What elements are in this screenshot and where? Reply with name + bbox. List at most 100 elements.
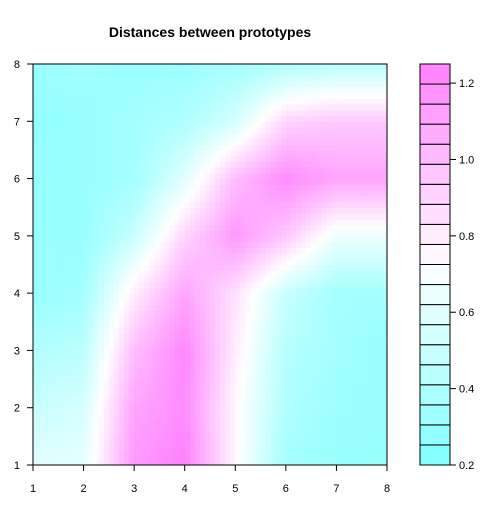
contour-cell: [356, 258, 363, 266]
contour-cell: [189, 81, 196, 88]
contour-cell: [341, 436, 348, 443]
contour-cell: [43, 75, 49, 82]
contour-cell: [134, 195, 140, 203]
contour-cell: [306, 64, 312, 71]
contour-cell: [169, 396, 176, 403]
contour-cell: [235, 270, 241, 277]
contour-cell: [351, 92, 358, 99]
contour-cell: [103, 81, 110, 88]
contour-cell: [381, 218, 388, 225]
contour-cell: [280, 115, 287, 122]
contour-cell: [144, 344, 150, 352]
contour-cell: [83, 344, 90, 352]
contour-cell: [366, 384, 373, 392]
contour-cell: [83, 64, 90, 71]
contour-cell: [159, 167, 166, 174]
contour-cell: [189, 212, 196, 220]
contour-cell: [321, 275, 327, 283]
contour-cell: [316, 92, 322, 99]
contour-cell: [210, 247, 216, 254]
contour-cell: [301, 138, 307, 145]
contour-cell: [33, 321, 39, 329]
contour-cell: [154, 247, 161, 254]
contour-cell: [250, 275, 257, 283]
contour-cell: [245, 436, 252, 443]
contour-cell: [154, 270, 161, 277]
contour-cell: [376, 109, 383, 117]
contour-cell: [250, 81, 257, 88]
contour-cell: [184, 338, 191, 346]
contour-cell: [361, 172, 368, 180]
contour-cell: [371, 321, 378, 329]
contour-cell: [78, 419, 85, 426]
contour-cell: [225, 287, 231, 294]
contour-cell: [103, 75, 110, 82]
contour-cell: [159, 275, 166, 283]
contour-cell: [78, 407, 85, 415]
contour-cell: [169, 287, 176, 294]
contour-cell: [184, 373, 191, 380]
contour-cell: [113, 316, 120, 323]
contour-cell: [184, 379, 191, 386]
contour-cell: [129, 293, 135, 300]
contour-cell: [129, 310, 135, 317]
contour-cell: [331, 356, 338, 363]
contour-cell: [179, 230, 186, 237]
contour-cell: [108, 379, 115, 386]
contour-cell: [88, 275, 95, 283]
contour-cell: [306, 384, 312, 392]
contour-cell: [38, 304, 44, 311]
contour-cell: [124, 218, 130, 225]
contour-cell: [53, 212, 59, 220]
contour-cell: [159, 384, 166, 392]
contour-cell: [189, 155, 196, 162]
contour-cell: [346, 264, 353, 271]
contour-cell: [381, 190, 388, 197]
contour-cell: [58, 310, 64, 317]
contour-cell: [113, 115, 120, 122]
contour-cell: [98, 212, 105, 220]
contour-cell: [48, 218, 54, 225]
contour-cell: [53, 253, 59, 260]
contour-cell: [118, 407, 125, 415]
contour-cell: [118, 104, 125, 111]
contour-cell: [144, 190, 150, 197]
contour-cell: [129, 184, 135, 191]
contour-cell: [270, 407, 277, 415]
contour-cell: [174, 436, 181, 443]
contour-cell: [164, 190, 171, 197]
contour-cell: [179, 247, 186, 254]
contour-cell: [341, 253, 348, 260]
contour-cell: [275, 424, 282, 432]
contour-cell: [124, 241, 130, 248]
contour-cell: [311, 155, 317, 162]
contour-cell: [179, 104, 186, 111]
contour-cell: [336, 338, 343, 346]
contour-cell: [341, 361, 348, 369]
contour-cell: [108, 430, 115, 437]
contour-cell: [154, 184, 161, 191]
contour-cell: [58, 121, 64, 128]
contour-cell: [154, 384, 161, 392]
contour-cell: [174, 396, 181, 403]
contour-cell: [98, 247, 105, 254]
contour-cell: [285, 316, 292, 323]
contour-cell: [210, 132, 216, 140]
contour-cell: [295, 172, 302, 180]
contour-cell: [43, 115, 49, 122]
contour-cell: [285, 367, 292, 374]
contour-cell: [113, 144, 120, 151]
contour-cell: [113, 293, 120, 300]
contour-cell: [113, 413, 120, 420]
contour-cell: [240, 287, 246, 294]
contour-cell: [53, 384, 59, 392]
contour-cell: [225, 327, 231, 334]
contour-cell: [113, 155, 120, 162]
contour-cell: [235, 195, 241, 203]
contour-cell: [225, 218, 231, 225]
contour-cell: [33, 81, 39, 88]
contour-cell: [68, 367, 75, 374]
contour-cell: [245, 401, 252, 409]
contour-cell: [240, 436, 246, 443]
contour-cell: [199, 207, 206, 214]
